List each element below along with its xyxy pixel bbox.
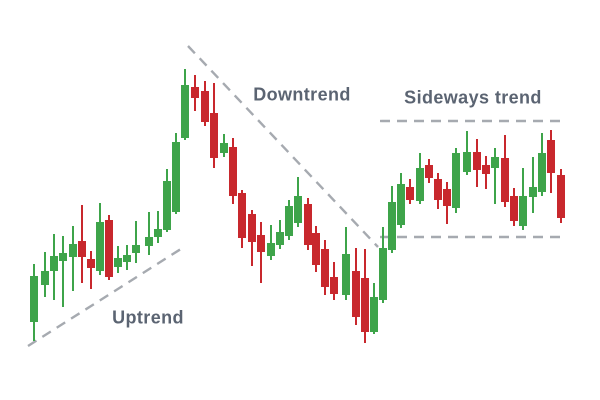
bearish-candle-body — [304, 204, 312, 245]
bullish-candle-body — [220, 143, 228, 153]
bearish-candle-body — [257, 235, 265, 252]
bullish-candle-body — [59, 253, 67, 261]
bullish-candle-body — [285, 206, 293, 236]
bullish-candle-body — [267, 243, 275, 256]
bullish-candle-body — [379, 248, 387, 300]
bullish-candle-body — [388, 202, 396, 250]
bearish-candle-body — [557, 175, 565, 218]
bullish-candle-body — [529, 187, 537, 197]
bullish-candle-body — [41, 271, 49, 285]
bearish-candle-body — [105, 220, 113, 277]
bearish-candle-body — [191, 87, 199, 98]
bullish-candle-body — [114, 258, 122, 267]
uptrend-line — [27, 245, 185, 348]
bullish-candle-body — [172, 142, 180, 212]
bearish-candle-body — [78, 241, 86, 257]
bullish-candle-body — [370, 297, 378, 332]
bearish-candle-body — [501, 158, 509, 202]
bullish-candle-body — [416, 168, 424, 201]
sideways-trend-label: Sideways trend — [404, 87, 542, 108]
bullish-candle-body — [181, 85, 189, 138]
bearish-candle-body — [229, 147, 237, 196]
bearish-candle-body — [547, 140, 555, 173]
bearish-candle-body — [87, 259, 95, 268]
bullish-candle-body — [294, 196, 302, 223]
bearish-candle-body — [312, 233, 320, 265]
bearish-candle-body — [321, 249, 329, 287]
bearish-candle-body — [248, 214, 256, 242]
bullish-candle-body — [123, 255, 131, 262]
bullish-candle-body — [519, 196, 527, 226]
bearish-candle-body — [443, 189, 451, 206]
bullish-candle-body — [96, 222, 104, 271]
bearish-candle-body — [330, 277, 338, 294]
bearish-candle-body — [434, 179, 442, 200]
bearish-candle-body — [510, 196, 518, 221]
downtrend-line — [187, 45, 379, 248]
bullish-candle-body — [342, 254, 350, 295]
bearish-candle-body — [425, 165, 433, 178]
bearish-candle-body — [361, 278, 369, 332]
bullish-candle-body — [132, 245, 140, 253]
bearish-candle-body — [482, 165, 490, 174]
bearish-candle-body — [352, 271, 360, 317]
uptrend-label: Uptrend — [112, 307, 184, 328]
bullish-candle-body — [69, 244, 77, 257]
downtrend-label: Downtrend — [253, 84, 351, 105]
bullish-candle-body — [452, 153, 460, 208]
bearish-candle-body — [406, 187, 414, 200]
bullish-candle-body — [30, 276, 38, 322]
bearish-candle-body — [238, 193, 246, 238]
bearish-candle-body — [201, 91, 209, 122]
bullish-candle-body — [154, 229, 162, 237]
bullish-candle-body — [145, 237, 153, 246]
bearish-candle-body — [210, 113, 218, 158]
bearish-candle-body — [473, 152, 481, 170]
bullish-candle-body — [463, 152, 471, 172]
bullish-candle-body — [491, 157, 499, 168]
bullish-candle-body — [163, 181, 171, 230]
bullish-candle-body — [276, 232, 284, 245]
bullish-candle-body — [50, 256, 58, 271]
bullish-candle-body — [397, 184, 405, 225]
bullish-candle-body — [538, 153, 546, 192]
